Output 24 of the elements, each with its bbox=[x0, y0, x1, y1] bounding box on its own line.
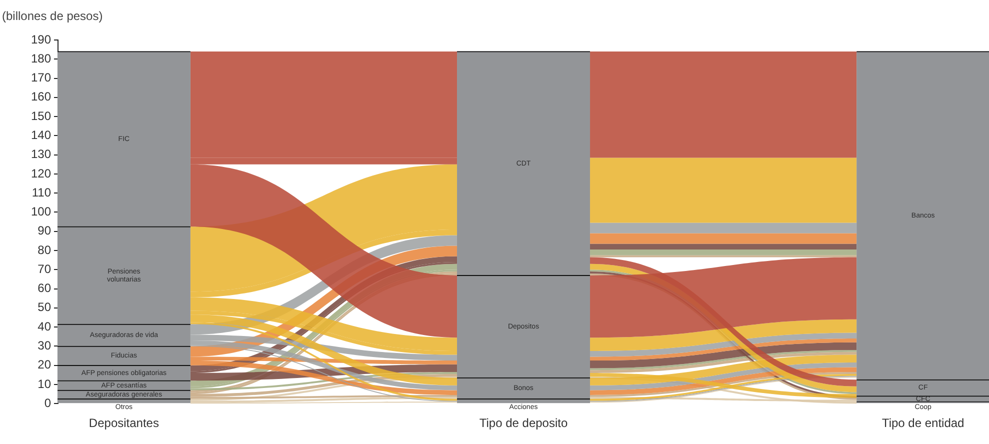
y-axis-title: (billones de pesos) bbox=[2, 9, 103, 23]
y-tick-label: 60 bbox=[38, 281, 52, 296]
y-tick-label: 0 bbox=[44, 396, 52, 410]
x-tick-label: Tipo de deposito bbox=[479, 416, 568, 430]
y-tick-label: 110 bbox=[32, 185, 52, 200]
x-tick-label: Depositantes bbox=[88, 416, 159, 430]
x-tick-label: Tipo de entidad bbox=[882, 416, 964, 430]
y-tick-label: 130 bbox=[30, 147, 52, 162]
y-tick-label: 140 bbox=[30, 128, 52, 142]
y-tick-label: 10 bbox=[38, 376, 52, 391]
y-tick-label: 30 bbox=[38, 338, 52, 352]
y-tick-label: 40 bbox=[38, 319, 52, 334]
y-tick-label: 120 bbox=[30, 166, 52, 180]
y-tick-label: 190 bbox=[30, 32, 52, 46]
y-tick-label: 20 bbox=[38, 358, 52, 372]
y-tick-label: 70 bbox=[38, 262, 52, 276]
y-tick-label: 170 bbox=[30, 70, 52, 85]
y-tick-label: 180 bbox=[30, 51, 52, 66]
y-tick-label: 80 bbox=[38, 242, 52, 257]
y-tick-label: 50 bbox=[38, 300, 52, 314]
y-tick-label: 100 bbox=[30, 204, 52, 219]
y-tick-label: 150 bbox=[30, 108, 52, 123]
y-tick-label: 90 bbox=[38, 224, 52, 238]
y-tick-label: 160 bbox=[30, 90, 52, 104]
